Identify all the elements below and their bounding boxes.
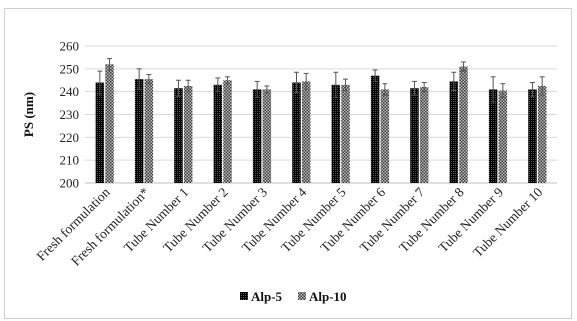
legend-label-alp-10: Alp-10 bbox=[309, 289, 347, 304]
y-axis-title: PS (nm) bbox=[21, 92, 36, 137]
bar-alp-10-11 bbox=[498, 90, 508, 183]
bar-alp-5-10 bbox=[449, 81, 459, 183]
bar-alp-10-9 bbox=[419, 87, 429, 183]
bar-alp-5-3 bbox=[174, 88, 183, 183]
bar-alp-5-8 bbox=[370, 75, 380, 183]
y-tick-label: 200 bbox=[60, 176, 80, 191]
legend-swatch-alp-5 bbox=[240, 292, 248, 300]
y-tick-label: 230 bbox=[60, 107, 80, 122]
bar-alp-5-9 bbox=[410, 88, 419, 183]
x-tick-label: Tube Number 10 bbox=[470, 184, 546, 260]
bar-alp-10-1 bbox=[105, 64, 114, 183]
y-tick-label: 250 bbox=[60, 61, 80, 76]
bar-alp-10-6 bbox=[301, 81, 311, 183]
y-tick-label: 240 bbox=[60, 84, 80, 99]
bars bbox=[95, 64, 547, 183]
legend: Alp-5 Alp-10 bbox=[240, 289, 347, 304]
bar-alp-5-1 bbox=[95, 82, 105, 183]
bar-alp-5-6 bbox=[292, 82, 301, 183]
bar-alp-10-12 bbox=[537, 85, 547, 183]
legend-label-alp-5: Alp-5 bbox=[251, 289, 283, 304]
bar-alp-5-12 bbox=[528, 89, 537, 183]
chart-frame: 200 210 220 230 240 250 260 Fresh formulation F… bbox=[4, 8, 572, 319]
bar-alp-10-4 bbox=[223, 80, 232, 183]
bar-alp-10-10 bbox=[459, 66, 468, 183]
y-tick-label: 210 bbox=[60, 153, 80, 168]
bar-alp-5-5 bbox=[252, 89, 262, 183]
y-axis-ticks: 200 210 220 230 240 250 260 bbox=[60, 39, 80, 191]
bar-chart: 200 210 220 230 240 250 260 Fresh formulationF… bbox=[21, 39, 557, 304]
bar-alp-10-5 bbox=[262, 89, 272, 183]
bar-alp-10-7 bbox=[341, 84, 350, 183]
legend-swatch-alp-10 bbox=[298, 292, 306, 300]
bar-alp-10-2 bbox=[144, 79, 154, 183]
bar-alp-10-8 bbox=[380, 89, 390, 183]
error-bars bbox=[97, 58, 545, 103]
y-tick-label: 220 bbox=[60, 130, 80, 145]
gridlines bbox=[85, 45, 557, 184]
bar-alp-5-7 bbox=[331, 84, 341, 183]
bar-alp-10-3 bbox=[183, 85, 193, 183]
bar-alp-5-11 bbox=[488, 89, 498, 183]
y-tick-label: 260 bbox=[60, 39, 80, 54]
bar-alp-5-4 bbox=[213, 84, 223, 183]
bar-alp-5-2 bbox=[134, 79, 144, 183]
